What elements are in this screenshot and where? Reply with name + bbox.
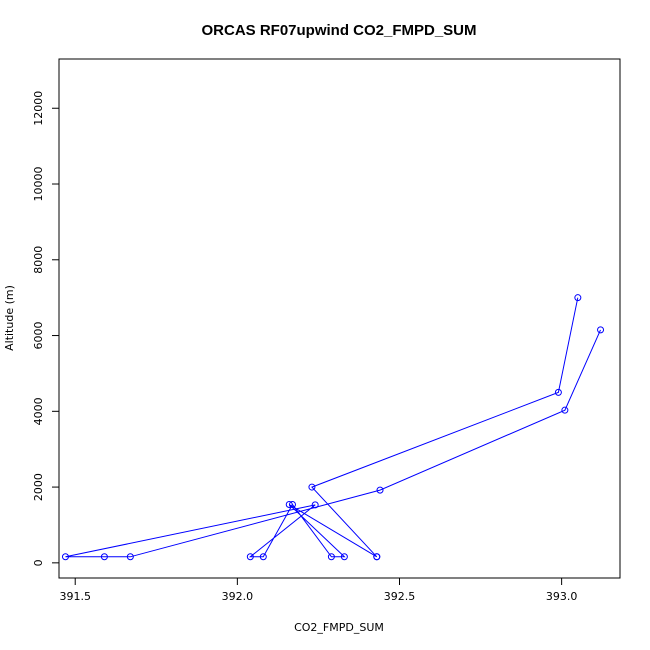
- chart-title: ORCAS RF07upwind CO2_FMPD_SUM: [201, 22, 476, 39]
- data-point: [311, 501, 319, 509]
- plot-frame: [58, 58, 621, 579]
- data-point: [259, 553, 267, 561]
- y-tick-label: 6000: [32, 322, 45, 350]
- y-tick-label: 12000: [32, 91, 45, 126]
- series-line: [65, 297, 601, 558]
- y-axis-label: Altitude (m): [3, 285, 16, 351]
- data-point: [554, 388, 562, 396]
- data-point: [597, 326, 605, 334]
- y-axis: 0 2000 4000 6000 8000 10000 12000: [32, 91, 59, 566]
- x-tick-label: 391.5: [59, 590, 91, 603]
- y-tick-label: 4000: [32, 397, 45, 425]
- data-point: [100, 553, 108, 561]
- y-tick-label: 0: [32, 559, 45, 566]
- data-point: [376, 486, 384, 494]
- data-point: [246, 553, 254, 561]
- data-point: [308, 483, 316, 491]
- data-point: [561, 406, 569, 414]
- data-point: [288, 501, 296, 509]
- x-axis: 391.5 392.0 392.5 393.0: [59, 578, 577, 603]
- series-layer: [61, 294, 605, 561]
- data-point: [285, 501, 293, 509]
- data-point: [327, 553, 335, 561]
- x-tick-label: 392.5: [384, 590, 416, 603]
- data-point: [373, 553, 381, 561]
- data-point: [61, 553, 69, 561]
- y-tick-label: 10000: [32, 167, 45, 202]
- data-point: [574, 294, 582, 302]
- y-tick-label: 8000: [32, 246, 45, 274]
- x-tick-label: 393.0: [546, 590, 578, 603]
- x-axis-label: CO2_FMPD_SUM: [294, 621, 384, 634]
- y-tick-label: 2000: [32, 473, 45, 501]
- data-point: [340, 553, 348, 561]
- data-point: [126, 553, 134, 561]
- x-tick-label: 392.0: [222, 590, 254, 603]
